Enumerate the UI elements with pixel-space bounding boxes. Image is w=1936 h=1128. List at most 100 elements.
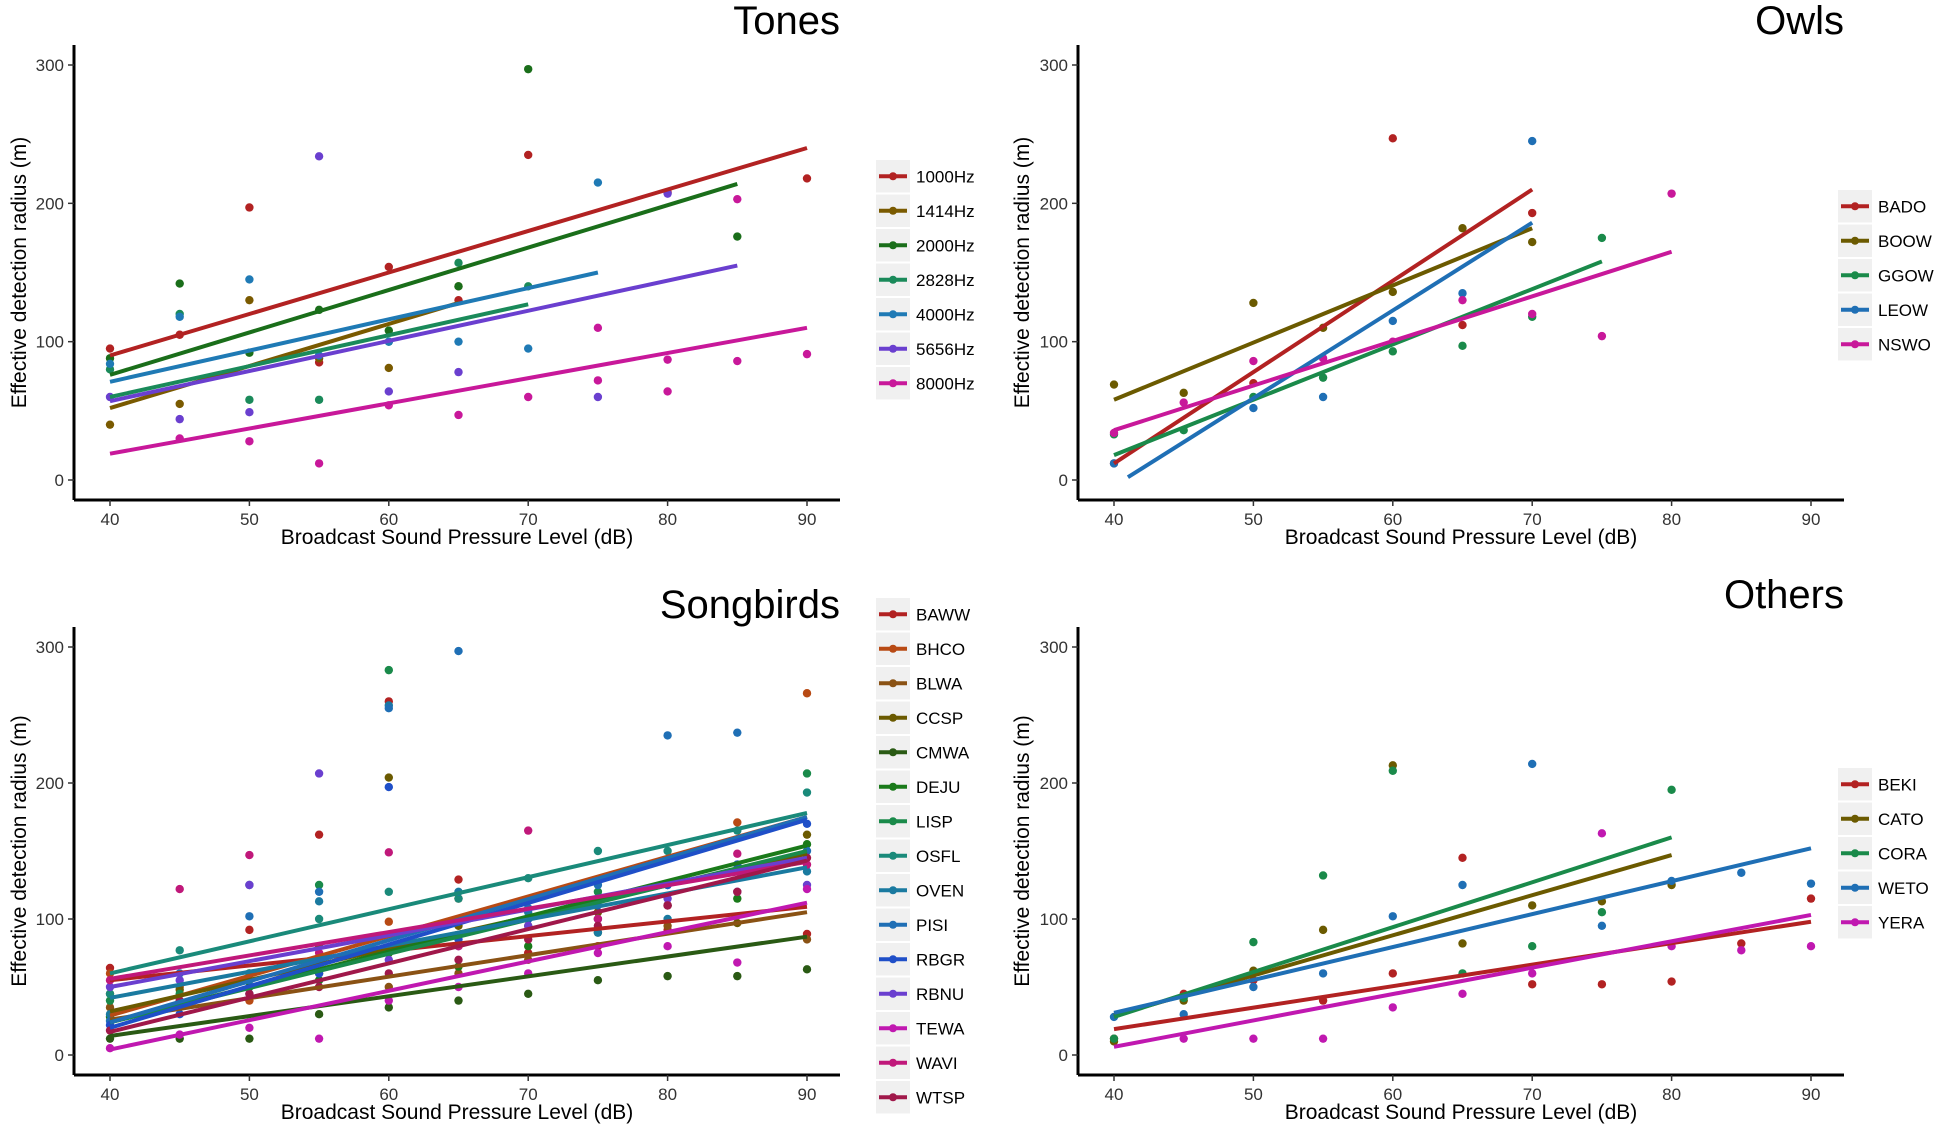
data-point-8000hz	[733, 356, 742, 366]
data-point-8000hz	[593, 323, 603, 333]
data-point-4000hz	[593, 178, 603, 187]
y-tick-label: 200	[36, 194, 64, 213]
data-point-cmwa	[733, 971, 742, 981]
fit-line-yera	[1113, 912, 1812, 1049]
y-tick-label: 200	[1040, 194, 1068, 213]
data-point-bado	[1458, 320, 1467, 330]
data-point-8000hz	[524, 392, 533, 402]
legend-label: TEWA	[916, 1019, 965, 1038]
data-point-cmwa	[314, 1010, 324, 1019]
fit-line-cmwa	[109, 934, 808, 1038]
data-point-oven	[314, 897, 324, 906]
data-point-1414hz	[105, 420, 115, 429]
data-point-nswo	[1528, 309, 1537, 319]
legend-key-dot	[889, 817, 897, 826]
legend-label: PISI	[916, 916, 948, 935]
legend-key-dot	[889, 989, 897, 998]
legend-label: RBGR	[916, 950, 965, 969]
legend-key-dot	[1851, 305, 1859, 314]
data-point-weto	[1249, 982, 1258, 992]
fit-line-weto	[1113, 846, 1812, 1015]
data-point-cmwa	[384, 1003, 393, 1012]
data-point-weto	[1528, 759, 1537, 769]
data-point-cmwa	[663, 971, 672, 981]
legend-label: OSFL	[916, 847, 960, 866]
fit-line-boow	[1113, 226, 1533, 402]
data-point-ggow	[1318, 373, 1328, 382]
legend-label: YERA	[1878, 913, 1925, 932]
data-point-cora	[1597, 908, 1607, 917]
data-point-ggow	[1458, 341, 1467, 351]
data-point-4000hz	[245, 275, 254, 284]
y-axis-label: Effective detection radius (m)	[1011, 137, 1034, 409]
data-point-4000hz	[175, 312, 184, 321]
owls-panel: 0 100 200 300 40 50 60 70 80 90 Broadcast Sound Pr…	[1011, 0, 1934, 549]
legend-label: RBNU	[916, 985, 964, 1004]
legend-key-dot	[1851, 814, 1859, 823]
data-point-1414hz	[175, 399, 184, 409]
data-point-cora	[1667, 785, 1676, 794]
x-axis-label: Broadcast Sound Pressure Level (dB)	[1285, 526, 1638, 549]
data-point-yera	[1318, 1034, 1328, 1043]
x-tick-label: 60	[379, 1085, 398, 1104]
data-point-nswo	[1179, 398, 1188, 407]
data-point-boow	[1388, 287, 1398, 297]
y-tick-label: 200	[36, 774, 64, 793]
legend-key-dot	[889, 1024, 897, 1033]
fit-line-beki	[1113, 919, 1812, 1032]
legend-key-dot	[889, 851, 897, 860]
x-tick-label: 50	[1244, 1085, 1263, 1104]
y-tick-label: 300	[36, 56, 64, 75]
data-point-baww	[454, 875, 463, 884]
data-point-beki	[1597, 980, 1607, 989]
fit-line-1000hz	[109, 146, 808, 358]
legend-key-dot	[1851, 340, 1859, 349]
data-point-cmwa	[454, 996, 463, 1005]
legend-key-dot	[889, 748, 897, 757]
data-point-wavi	[175, 884, 184, 894]
data-point-ggow	[1388, 347, 1398, 356]
x-axis-label: Broadcast Sound Pressure Level (dB)	[281, 1101, 634, 1124]
fit-line-rbnu	[109, 855, 808, 989]
data-point-cato	[1458, 939, 1467, 948]
data-point-tewa	[802, 884, 812, 894]
chart-title: Owls	[1755, 0, 1844, 43]
data-point-bhco	[802, 689, 812, 698]
y-tick-label: 100	[1040, 333, 1068, 352]
data-point-cato	[1528, 901, 1537, 910]
x-tick-label: 80	[658, 1085, 677, 1104]
legend-key-dot	[889, 886, 897, 895]
data-point-2000hz	[175, 279, 184, 288]
data-point-1000hz	[245, 203, 254, 212]
data-point-1000hz	[105, 344, 115, 353]
legend-label: 1414Hz	[916, 202, 975, 221]
data-point-boow	[1528, 237, 1537, 247]
data-point-bhco	[384, 917, 393, 926]
x-tick-label: 60	[1383, 1085, 1402, 1104]
legend: BEKI CATO CORA WETO YERA	[1838, 768, 1929, 939]
legend-key-dot	[889, 1058, 897, 1067]
data-point-osfl	[663, 846, 672, 856]
data-point-leow	[1458, 289, 1467, 298]
legend-key-dot	[889, 679, 897, 688]
data-point-boow	[1179, 388, 1188, 398]
x-tick-label: 70	[1523, 510, 1542, 529]
fit-line-bado	[1112, 187, 1534, 466]
data-point-deju	[733, 894, 742, 903]
data-point-osfl	[384, 887, 393, 896]
fit-line-wavi	[109, 859, 808, 981]
legend-key-dot	[889, 206, 897, 215]
data-point-weto	[1388, 912, 1398, 921]
data-point-pisi	[454, 646, 463, 656]
data-point-2828hz	[314, 395, 324, 404]
songbirds-panel: 0 100 200 300 40 50 60 70 80 90 Broadcast Sound Pr…	[8, 583, 970, 1124]
x-tick-label: 40	[1105, 510, 1124, 529]
chart-title: Songbirds	[660, 583, 840, 627]
data-point-4000hz	[524, 344, 533, 353]
y-tick-label: 100	[1040, 910, 1068, 929]
x-tick-label: 50	[240, 1085, 259, 1104]
legend-label: BLWA	[916, 674, 963, 693]
data-point-cmwa	[245, 1034, 254, 1043]
data-point-lisp	[314, 880, 324, 890]
data-point-baww	[245, 925, 254, 935]
